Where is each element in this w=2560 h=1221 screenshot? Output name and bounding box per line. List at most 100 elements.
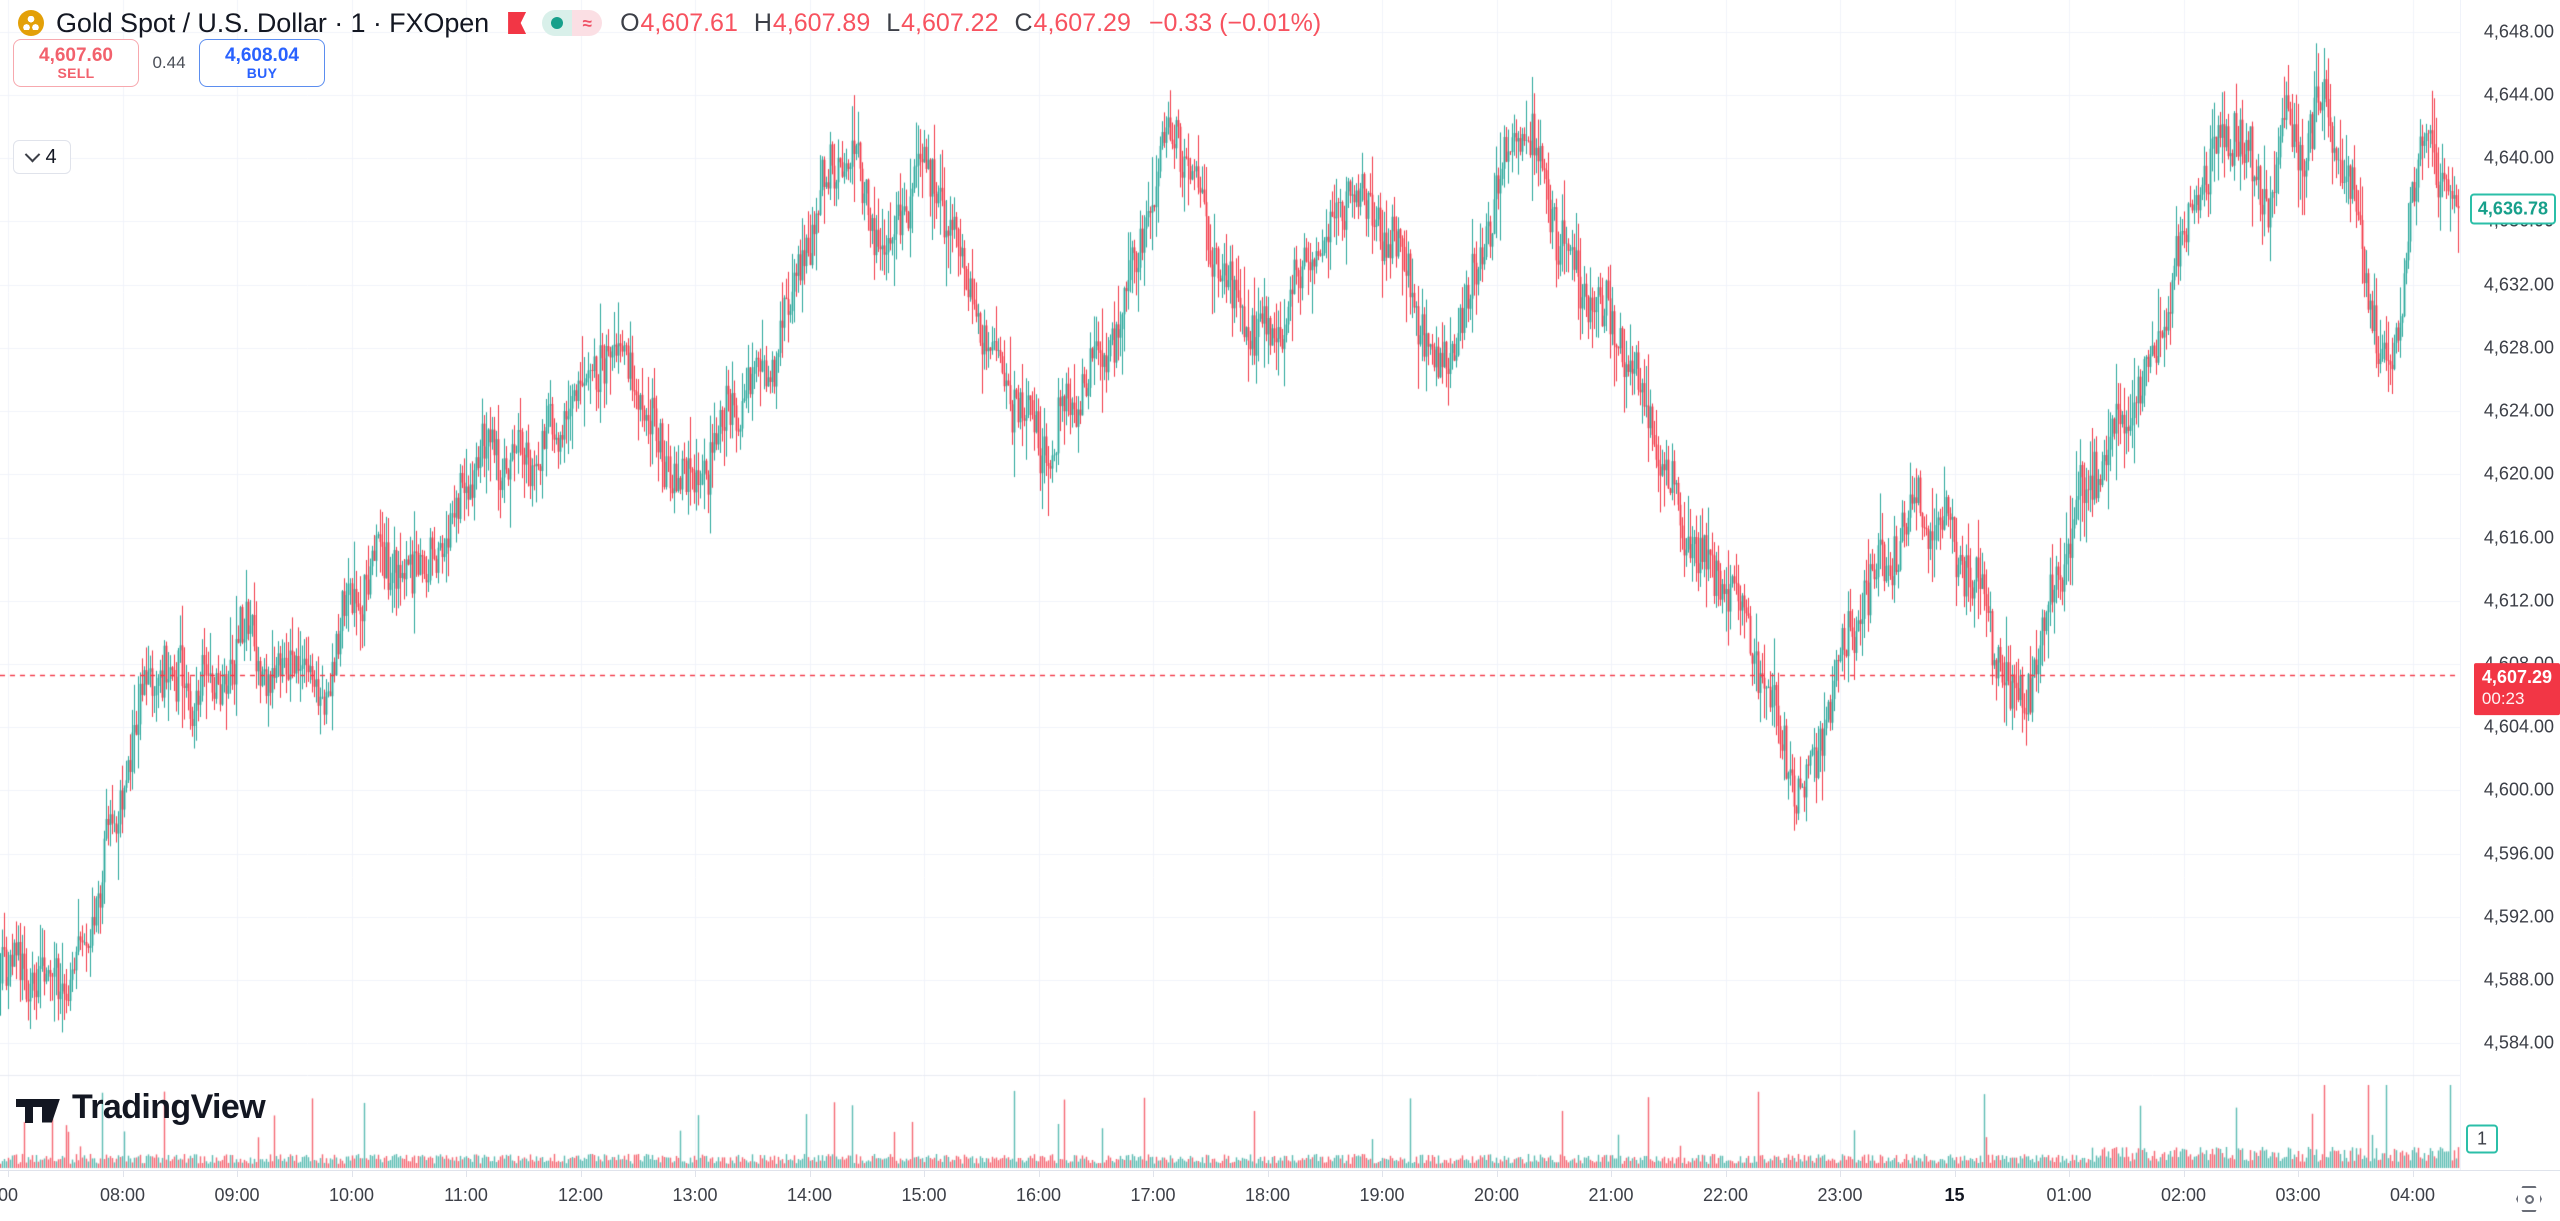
time-axis-label: 09:00 (214, 1185, 260, 1205)
tradingview-logo-icon (16, 1093, 60, 1123)
price-axis-label: 4,604.00 (2483, 716, 2554, 737)
time-axis-label: 03:00 (2275, 1185, 2321, 1205)
indicator-pill[interactable]: ≈ (542, 10, 603, 36)
price-axis-label: 4,648.00 (2483, 21, 2554, 42)
time-axis-label: 10:00 (328, 1185, 375, 1205)
current-price-badge[interactable]: 4,607.29 00:23 (2473, 663, 2560, 716)
time-axis-label: 14:00 (786, 1185, 833, 1205)
quantity-stepper[interactable]: 4 (13, 140, 71, 174)
ohlc-close-value: 4,607.29 (1033, 8, 1131, 37)
time-axis-tick (1382, 1171, 1383, 1177)
time-axis-label: 17:00 (1130, 1185, 1176, 1205)
buy-button[interactable]: 4,608.04 BUY (199, 39, 325, 87)
price-axis-label: 4,596.00 (2483, 843, 2554, 864)
time-axis-label: 20:00 (1473, 1185, 1520, 1205)
time-axis-tick (2412, 1171, 2414, 1177)
price-scale[interactable]: 4,648.004,644.004,640.004,636.004,632.00… (2460, 0, 2560, 1221)
ohlc-open-value: 4,607.61 (640, 8, 738, 37)
chevron-down-icon[interactable] (25, 146, 41, 162)
wave-icon[interactable]: ≈ (572, 10, 603, 36)
symbol-title[interactable]: Gold Spot / U.S. Dollar · 1 · FXOpen (56, 7, 490, 38)
bar-countdown: 00:23 (2481, 689, 2525, 709)
ohlc-change: −0.33 (−0.01%) (1148, 8, 1322, 37)
time-axis-tick (1267, 1171, 1269, 1177)
time-axis-label: 04:00 (2389, 1185, 2436, 1205)
time-axis-label: 21:00 (1588, 1185, 1634, 1205)
buy-price: 4,608.04 (225, 44, 299, 66)
last-price-badge[interactable]: 4,636.78 (2469, 193, 2556, 225)
time-axis-tick (924, 1171, 925, 1177)
time-axis-tick (1611, 1171, 1612, 1177)
sell-label: SELL (57, 64, 95, 81)
time-axis-label: 15 (1944, 1185, 1965, 1205)
time-axis-tick (1496, 1171, 1498, 1177)
time-axis-label: 11:00 (444, 1185, 488, 1205)
price-axis-label: 4,584.00 (2483, 1032, 2554, 1053)
sell-price: 4,607.60 (39, 44, 113, 66)
ohlc-open-label: O (620, 8, 640, 37)
price-axis-label: 4,588.00 (2483, 969, 2554, 990)
gold-coin-icon (18, 10, 44, 36)
price-axis-label: 4,640.00 (2483, 147, 2554, 168)
time-axis-tick (1038, 1171, 1040, 1177)
price-axis-label: 4,632.00 (2483, 274, 2554, 295)
time-axis-label: 12:00 (557, 1185, 604, 1205)
time-axis-tick (580, 1171, 582, 1177)
current-price-value: 4,607.29 (2481, 667, 2552, 688)
time-axis-label: 00 (0, 1185, 19, 1205)
chart-legend: Gold Spot / U.S. Dollar · 1 · FXOpen ≈ O… (18, 6, 1321, 40)
clock-hex-icon[interactable] (2516, 1186, 2542, 1212)
time-axis-label: 19:00 (1359, 1185, 1405, 1205)
time-axis-tick (1840, 1171, 1841, 1177)
teal-dot-icon[interactable] (542, 10, 573, 36)
price-axis-label: 4,592.00 (2483, 906, 2554, 927)
price-axis-label: 4,624.00 (2483, 400, 2554, 421)
time-axis-tick (1725, 1171, 1727, 1177)
time-axis-label: 01:00 (2046, 1185, 2092, 1205)
time-axis-tick (466, 1171, 467, 1177)
time-axis-label: 13:00 (672, 1185, 718, 1205)
trade-widget: 4,607.60 SELL 0.44 4,608.04 BUY (13, 38, 325, 88)
spread-value: 0.44 (152, 53, 186, 72)
tradingview-watermark: TradingView (16, 1088, 266, 1127)
time-axis-tick (122, 1171, 124, 1177)
price-axis-label: 4,612.00 (2483, 590, 2554, 611)
time-axis-label: 16:00 (1015, 1185, 1062, 1205)
volume-value-badge[interactable]: 1 (2465, 1124, 2498, 1154)
time-axis-label: 18:00 (1244, 1185, 1291, 1205)
time-axis-tick (695, 1171, 696, 1177)
ohlc-high-value: 4,607.89 (772, 8, 871, 37)
time-axis-label: 08:00 (99, 1185, 146, 1205)
buy-label: BUY (246, 64, 278, 81)
time-axis-tick (2298, 1171, 2299, 1177)
price-axis-label: 4,628.00 (2483, 337, 2554, 358)
sell-button[interactable]: 4,607.60 SELL (13, 39, 139, 87)
quantity-value: 4 (45, 145, 57, 168)
time-axis-tick (8, 1171, 9, 1177)
time-axis-tick (351, 1171, 353, 1177)
time-axis-label: 15:00 (901, 1185, 947, 1205)
price-axis-label: 4,600.00 (2483, 779, 2554, 800)
time-axis-label: 22:00 (1702, 1185, 1749, 1205)
time-axis-tick (1954, 1171, 1956, 1177)
ohlc-close-label: C (1014, 8, 1033, 37)
ohlc-low-label: L (886, 8, 901, 37)
time-axis-tick (1153, 1171, 1154, 1177)
time-axis-tick (2069, 1171, 2070, 1177)
time-scale[interactable]: 00 08:00 09:00 10:00 11:00 12:00 13:00 14:00 15:… (0, 1170, 2560, 1221)
time-axis-tick (809, 1171, 811, 1177)
ohlc-readout: O 4,607.61 H 4,607.89 L 4,607.22 C 4,607… (620, 9, 1321, 38)
candle-flag-icon[interactable] (506, 10, 528, 36)
ohlc-high-label: H (753, 8, 772, 37)
price-chart-canvas[interactable] (0, 0, 2460, 1221)
price-axis-label: 4,616.00 (2483, 527, 2554, 547)
time-axis-tick (2183, 1171, 2185, 1177)
tradingview-wordmark: TradingView (72, 1088, 266, 1126)
time-axis-label: 02:00 (2160, 1185, 2207, 1205)
time-axis-label: 23:00 (1817, 1185, 1863, 1205)
price-axis-label: 4,620.00 (2483, 463, 2554, 484)
time-axis-tick (237, 1171, 238, 1177)
ohlc-low-value: 4,607.22 (901, 8, 999, 37)
price-axis-label: 4,644.00 (2483, 84, 2554, 105)
